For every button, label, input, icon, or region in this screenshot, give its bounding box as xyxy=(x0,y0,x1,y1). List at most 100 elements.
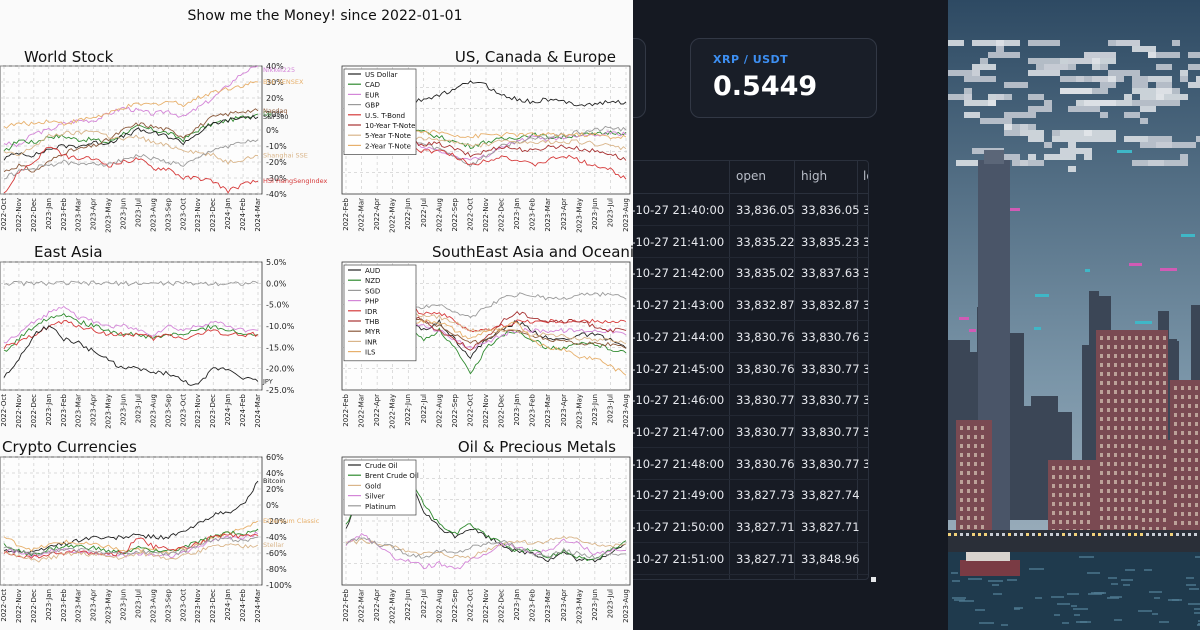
water-ripple xyxy=(1001,624,1008,626)
window xyxy=(1174,503,1177,507)
series-line-7 xyxy=(3,139,259,180)
window xyxy=(1114,444,1117,448)
window xyxy=(981,453,984,457)
chart-title: Oil & Precious Metals xyxy=(458,438,616,456)
water-ripple xyxy=(1111,583,1118,585)
window xyxy=(1100,426,1103,430)
cloud-pixel xyxy=(1156,94,1188,100)
legend-entry: US Dollar xyxy=(365,71,398,79)
legend-entry: Crude Oil xyxy=(365,462,398,470)
xrp-price-card[interactable]: XRP / USDT 0.5449 xyxy=(690,38,877,118)
cloud-pixel xyxy=(1076,100,1100,106)
x-tick-label: 2023-Dec xyxy=(209,589,217,623)
chart-title: East Asia xyxy=(34,243,103,261)
y-tick-label: 40% xyxy=(266,469,284,478)
window xyxy=(1156,345,1159,349)
window xyxy=(1142,426,1145,430)
x-tick-label: 2023-Jan xyxy=(45,394,53,426)
chart-grid-svg: Show me the Money! since 2022-01-01 Worl… xyxy=(0,8,633,624)
window xyxy=(967,453,970,457)
cell-open: 33,830.77 xyxy=(736,393,795,408)
series-end-label: Nasdaq xyxy=(263,107,287,115)
window xyxy=(1181,503,1184,507)
y-tick-label: 40% xyxy=(266,62,284,71)
x-tick-label: 2023-Jul xyxy=(606,589,614,618)
x-tick-label: 2022-Jun xyxy=(404,198,412,230)
water-ripple xyxy=(1107,597,1119,599)
window xyxy=(1107,417,1110,421)
resize-handle[interactable] xyxy=(871,577,876,582)
cloud-pixel xyxy=(1100,64,1108,70)
x-tick-label: 2023-Mar xyxy=(544,198,552,232)
cloud-pixel xyxy=(1084,130,1108,136)
cloud-pixel xyxy=(1092,64,1100,70)
window xyxy=(1135,345,1138,349)
window xyxy=(1188,422,1191,426)
window xyxy=(1135,390,1138,394)
x-tick-label: 2022-Feb xyxy=(342,197,350,230)
window xyxy=(1100,444,1103,448)
window xyxy=(1114,381,1117,385)
window xyxy=(1080,493,1083,497)
cloud-pixel xyxy=(1084,154,1092,160)
x-tick-label: 2023-Mar xyxy=(75,198,83,232)
col-divider xyxy=(729,161,730,579)
series-line-BSE SENSEX xyxy=(3,81,259,129)
x-tick-label: 2023-Apr xyxy=(560,589,568,621)
cell-time: 3-10-27 21:43:00 xyxy=(633,298,725,313)
cloud-pixel xyxy=(1132,88,1164,94)
series-line-5 xyxy=(3,536,259,556)
chart-3: SouthEast Asia and Oceania 2022-Feb 2022-M… xyxy=(341,243,633,429)
x-tick-label: 2022-Oct xyxy=(466,198,474,231)
cloud-pixel xyxy=(1044,64,1076,70)
window xyxy=(1059,502,1062,506)
window xyxy=(1087,520,1090,524)
car-light xyxy=(1146,533,1149,536)
col-header-low[interactable]: lo xyxy=(863,169,868,183)
cloud-pixel xyxy=(996,46,1004,52)
window xyxy=(1114,408,1117,412)
cloud-pixel xyxy=(1148,160,1164,166)
col-header-high[interactable]: high xyxy=(801,169,828,183)
y-tick-label: -5.0% xyxy=(266,301,290,310)
car-light xyxy=(1104,533,1107,536)
window xyxy=(1121,507,1124,511)
window xyxy=(1181,413,1184,417)
price-card-pair: XRP / USDT xyxy=(713,53,789,66)
window xyxy=(1121,480,1124,484)
col-header-open[interactable]: open xyxy=(736,169,766,183)
window xyxy=(1135,426,1138,430)
window xyxy=(1100,390,1103,394)
water-ripple xyxy=(975,609,985,611)
cloud-pixel xyxy=(1004,112,1036,118)
x-tick-label: 2023-Mar xyxy=(75,589,83,623)
x-tick-label: 2023-Nov xyxy=(194,589,202,623)
x-tick-label: 2022-Dec xyxy=(30,198,38,232)
window xyxy=(974,444,977,448)
window xyxy=(1156,372,1159,376)
cloud-pixel xyxy=(988,52,1012,58)
car-light xyxy=(1176,533,1179,536)
cloud-pixel xyxy=(1108,130,1116,136)
series-line-Stellar xyxy=(3,543,259,563)
cell-time: 3-10-27 21:45:00 xyxy=(633,361,725,376)
legend-entry: SGD xyxy=(365,287,380,295)
x-tick-label: 2024-Mar xyxy=(254,198,262,232)
y-tick-label: -25.0% xyxy=(266,386,295,395)
cloud-pixel xyxy=(1132,76,1148,82)
window xyxy=(967,480,970,484)
car-light xyxy=(1038,533,1041,536)
legend-entry: Brent Crude Oil xyxy=(365,472,419,480)
car-light xyxy=(1128,533,1131,536)
window xyxy=(1163,426,1166,430)
window xyxy=(1142,390,1145,394)
window xyxy=(1107,489,1110,493)
window xyxy=(1188,404,1191,408)
price-card-partial[interactable] xyxy=(633,38,646,118)
window xyxy=(1052,484,1055,488)
water-ripple xyxy=(959,600,974,602)
window xyxy=(960,426,963,430)
cloud-pixel xyxy=(1020,160,1044,166)
chart-title: Crypto Currencies xyxy=(2,438,137,456)
cloud-pixel xyxy=(1068,166,1076,172)
